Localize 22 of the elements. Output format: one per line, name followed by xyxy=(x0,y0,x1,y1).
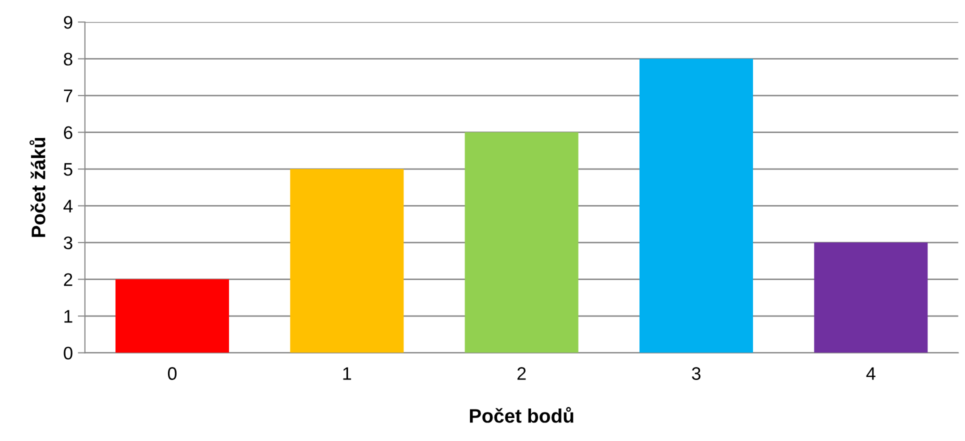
y-tick-label: 3 xyxy=(64,236,72,250)
y-tick-label: 2 xyxy=(64,273,72,286)
x-tick-label: 2 xyxy=(517,367,526,380)
bar xyxy=(814,242,928,353)
x-tick-label: 3 xyxy=(692,367,700,380)
y-tick-label: 6 xyxy=(64,126,72,140)
y-axis-title: Počet žáků xyxy=(30,138,46,237)
bar xyxy=(290,169,404,353)
y-tick-label: 7 xyxy=(64,90,72,102)
y-tick-label: 0 xyxy=(64,346,72,360)
y-tick-label: 9 xyxy=(64,16,72,29)
y-tick-label: 8 xyxy=(64,52,72,66)
x-tick-label: 4 xyxy=(866,367,876,380)
y-tick-label: 5 xyxy=(64,163,72,176)
y-tick-label: 1 xyxy=(64,310,72,323)
x-tick-label: 0 xyxy=(168,367,177,380)
x-tick-label: 1 xyxy=(343,367,352,380)
y-tick-label: 4 xyxy=(63,200,73,212)
bar xyxy=(115,279,230,353)
x-axis-title: Počet bodů xyxy=(470,407,574,423)
bar xyxy=(639,58,754,353)
bar xyxy=(464,132,578,353)
